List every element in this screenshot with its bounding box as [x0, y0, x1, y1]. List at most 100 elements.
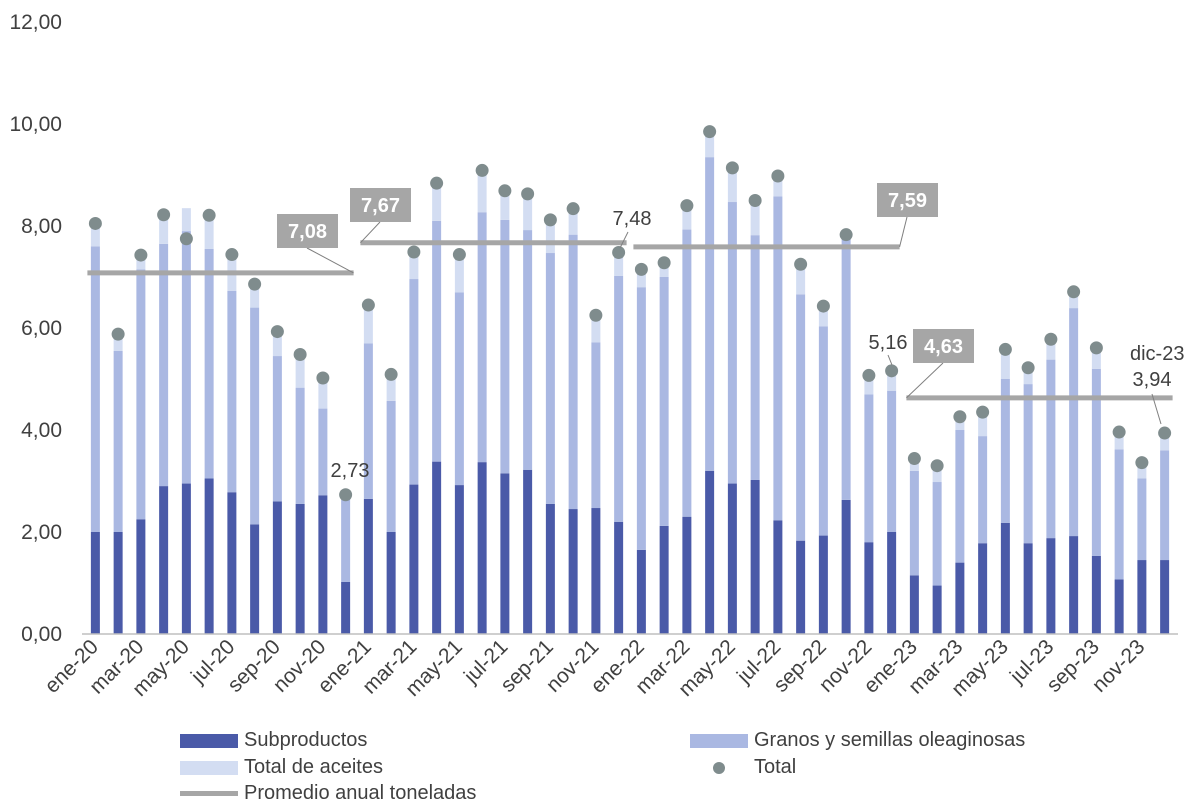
bar-granos: [318, 408, 328, 496]
bar-granos: [341, 497, 351, 582]
average-label-box: [913, 329, 974, 363]
bar-granos: [409, 279, 419, 485]
bar-aceites: [591, 315, 601, 343]
total-marker: [566, 202, 580, 216]
bar-aceites: [409, 252, 419, 280]
bar-subproductos: [386, 532, 396, 634]
bar-subproductos: [682, 516, 692, 634]
bar-granos: [568, 234, 578, 510]
total-marker: [225, 248, 239, 262]
bar-subproductos: [409, 484, 419, 634]
bar-granos: [1091, 368, 1101, 556]
total-marker: [885, 364, 899, 378]
x-tick-label: nov-23: [1088, 635, 1150, 697]
bar-subproductos: [1137, 560, 1147, 634]
bar-aceites: [1091, 347, 1101, 369]
bar-aceites: [1160, 433, 1170, 451]
total-marker: [361, 298, 375, 312]
total-marker: [1044, 332, 1058, 346]
bar-subproductos: [477, 462, 487, 634]
bar-aceites: [90, 223, 100, 247]
total-marker: [316, 371, 330, 385]
total-marker: [703, 125, 717, 139]
bar-granos: [932, 482, 942, 586]
bar-subproductos: [978, 543, 988, 634]
bar-granos: [250, 307, 260, 525]
bar-granos: [272, 356, 282, 502]
bar-subproductos: [773, 520, 783, 634]
total-marker: [88, 216, 102, 230]
total-marker: [498, 184, 512, 198]
annotation-leader-dic-21: [619, 231, 629, 249]
total-marker: [930, 459, 944, 473]
bar-aceites: [682, 205, 692, 230]
bar-subproductos: [705, 470, 715, 634]
total-marker: [589, 308, 603, 322]
total-marker: [157, 208, 171, 222]
bar-granos: [864, 394, 874, 543]
bar-subproductos: [1069, 536, 1079, 634]
bar-subproductos: [1023, 543, 1033, 634]
total-marker: [1089, 341, 1103, 355]
bar-aceites: [1137, 462, 1147, 479]
total-marker: [521, 187, 535, 201]
bar-subproductos: [90, 532, 100, 634]
bar-subproductos: [864, 542, 874, 634]
bar-aceites: [318, 377, 328, 409]
bar-granos: [636, 287, 646, 550]
average-leader-line: [306, 247, 354, 274]
bar-granos: [841, 234, 851, 500]
bar-subproductos: [159, 486, 169, 634]
bar-aceites: [864, 375, 874, 395]
total-marker: [657, 256, 671, 270]
bar-granos: [432, 220, 442, 462]
total-marker: [248, 277, 262, 291]
total-marker: [1021, 361, 1035, 375]
bar-subproductos: [295, 503, 305, 634]
bar-aceites: [1023, 367, 1033, 385]
bar-aceites: [978, 412, 988, 437]
bar-granos: [227, 290, 237, 493]
y-tick-label: 12,00: [9, 11, 62, 34]
average-label-box: [277, 214, 338, 248]
average-label-box: [877, 183, 938, 217]
total-marker: [202, 208, 216, 222]
bar-aceites: [477, 170, 487, 213]
annotation-dic-23-value: 3,94: [1133, 369, 1172, 391]
bar-subproductos: [1114, 579, 1124, 634]
bar-aceites: [545, 219, 555, 254]
bar-subproductos: [181, 483, 191, 634]
average-label-box: [350, 188, 411, 222]
total-marker: [270, 325, 284, 339]
annotation-leader-dic-22: [887, 354, 893, 366]
legend-total: Total: [690, 756, 796, 779]
total-marker: [839, 228, 853, 242]
bar-subproductos: [545, 503, 555, 634]
bar-subproductos: [432, 461, 442, 634]
bar-granos: [500, 219, 510, 474]
bar-granos: [818, 326, 828, 536]
total-marker: [998, 342, 1012, 356]
bar-subproductos: [500, 473, 510, 634]
legend-granos: Granos y semillas oleaginosas: [690, 729, 1025, 752]
bar-granos: [363, 343, 373, 499]
average-lines: 7,08 7,67 7,59 4,63: [87, 183, 1173, 401]
bar-aceites: [500, 190, 510, 220]
bar-subproductos: [454, 485, 464, 634]
bar-subproductos: [887, 532, 897, 634]
bar-subproductos: [659, 525, 669, 634]
bar-granos: [1160, 450, 1170, 561]
legend-swatch-aceites: [180, 760, 238, 775]
total-marker: [862, 368, 876, 382]
annotation-leader-dic-23: [1151, 393, 1162, 425]
average-label: 7,08: [288, 221, 327, 243]
legend-swatch-total: [690, 761, 748, 775]
bar-granos: [545, 253, 555, 504]
y-axis: 0,00 2,00 4,00 6,00 8,00 10,00 12,00: [9, 11, 62, 646]
total-marker: [475, 163, 489, 177]
bar-aceites: [705, 131, 715, 158]
bar-subproductos: [136, 519, 146, 634]
bar-granos: [477, 212, 487, 463]
bar-granos: [454, 292, 464, 486]
legend-swatch-promedio: [180, 791, 238, 796]
